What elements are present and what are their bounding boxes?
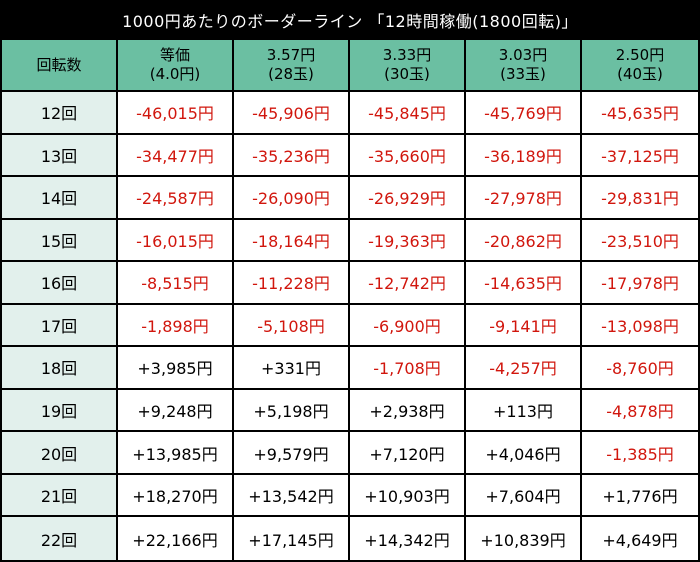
table-cell-value: -12,742円 — [350, 262, 466, 305]
table-cell-value: -1,898円 — [118, 304, 234, 348]
table-cell-value: +9,248円 — [118, 389, 234, 433]
table-cell-value: +7,120円 — [350, 432, 466, 475]
row-rotation-label: 15回 — [2, 219, 118, 263]
border-line-table: 回転数 等価 (4.0円) 3.57円 (28玉) 3.33円 (30玉) 3.03円 (33玉… — [2, 40, 698, 560]
header-rate-balls: (40玉) — [617, 65, 663, 83]
table-cell-value: +4,649円 — [582, 517, 698, 560]
table-cell-value: +18,270円 — [118, 474, 234, 518]
table-cell-value: -45,769円 — [466, 92, 582, 135]
header-rate-label: 3.03円 — [498, 46, 548, 64]
table-cell-value: -1,708円 — [350, 347, 466, 390]
header-rate-column: 3.57円 (28玉) — [234, 40, 350, 92]
header-rate-column: 3.03円 (33玉) — [466, 40, 582, 92]
table-cell-value: -16,015円 — [118, 219, 234, 263]
table-cell-value: -6,900円 — [350, 304, 466, 348]
table-cell-value: +22,166円 — [118, 517, 234, 560]
row-rotation-label: 18回 — [2, 347, 118, 390]
table-cell-value: -4,257円 — [466, 347, 582, 390]
header-rate-column: 等価 (4.0円) — [118, 40, 234, 92]
row-rotation-label: 21回 — [2, 474, 118, 518]
table-cell-value: +2,938円 — [350, 389, 466, 433]
table-cell-value: -46,015円 — [118, 92, 234, 135]
header-rate-balls: (30玉) — [384, 65, 430, 83]
header-rate-column: 3.33円 (30玉) — [350, 40, 466, 92]
header-rate-label: 3.57円 — [266, 46, 316, 64]
header-rate-balls: (28玉) — [268, 65, 314, 83]
table-cell-value: -20,862円 — [466, 219, 582, 263]
table-cell-value: -18,164円 — [234, 219, 350, 263]
table-cell-value: -5,108円 — [234, 304, 350, 348]
table-cell-value: +9,579円 — [234, 432, 350, 475]
table-cell-value: -29,831円 — [582, 177, 698, 220]
table-cell-value: -23,510円 — [582, 219, 698, 263]
table-cell-value: -45,635円 — [582, 92, 698, 135]
row-rotation-label: 19回 — [2, 389, 118, 433]
table-cell-value: +5,198円 — [234, 389, 350, 433]
table-cell-value: +13,985円 — [118, 432, 234, 475]
table-cell-value: -19,363円 — [350, 219, 466, 263]
table-cell-value: -17,978円 — [582, 262, 698, 305]
table-cell-value: -8,515円 — [118, 262, 234, 305]
table-cell-value: -45,845円 — [350, 92, 466, 135]
table-cell-value: -27,978円 — [466, 177, 582, 220]
header-rate-balls: (33玉) — [500, 65, 546, 83]
row-rotation-label: 14回 — [2, 177, 118, 220]
header-rate-balls: (4.0円) — [149, 65, 201, 83]
table-cell-value: -1,385円 — [582, 432, 698, 475]
table-title: 1000円あたりのボーダーライン 「12時間稼働(1800回転)」 — [122, 12, 578, 31]
table-cell-value: -37,125円 — [582, 134, 698, 178]
table-cell-value: -26,090円 — [234, 177, 350, 220]
table-cell-value: -4,878円 — [582, 389, 698, 433]
table-cell-value: +10,839円 — [466, 517, 582, 560]
table-cell-value: -35,236円 — [234, 134, 350, 178]
header-rotation-count: 回転数 — [2, 40, 118, 92]
table-cell-value: +3,985円 — [118, 347, 234, 390]
table-cell-value: +4,046円 — [466, 432, 582, 475]
table-cell-value: +331円 — [234, 347, 350, 390]
row-rotation-label: 13回 — [2, 134, 118, 178]
table-cell-value: -45,906円 — [234, 92, 350, 135]
row-rotation-label: 17回 — [2, 304, 118, 348]
table-cell-value: -34,477円 — [118, 134, 234, 178]
table-cell-value: +1,776円 — [582, 474, 698, 518]
table-cell-value: -35,660円 — [350, 134, 466, 178]
row-rotation-label: 16回 — [2, 262, 118, 305]
row-rotation-label: 12回 — [2, 92, 118, 135]
header-rate-label: 3.33円 — [382, 46, 432, 64]
table-cell-value: +17,145円 — [234, 517, 350, 560]
table-cell-value: -13,098円 — [582, 304, 698, 348]
header-rate-label: 2.50円 — [615, 46, 665, 64]
row-rotation-label: 20回 — [2, 432, 118, 475]
table-cell-value: -26,929円 — [350, 177, 466, 220]
table-cell-value: -36,189円 — [466, 134, 582, 178]
table-cell-value: +113円 — [466, 389, 582, 433]
table-cell-value: -8,760円 — [582, 347, 698, 390]
table-cell-value: -11,228円 — [234, 262, 350, 305]
table-cell-value: +13,542円 — [234, 474, 350, 518]
row-rotation-label: 22回 — [2, 517, 118, 560]
table-cell-value: +7,604円 — [466, 474, 582, 518]
header-rate-label: 等価 — [159, 46, 190, 64]
table-cell-value: -14,635円 — [466, 262, 582, 305]
table-cell-value: +14,342円 — [350, 517, 466, 560]
header-rate-column: 2.50円 (40玉) — [582, 40, 698, 92]
table-cell-value: -24,587円 — [118, 177, 234, 220]
table-cell-value: +10,903円 — [350, 474, 466, 518]
table-cell-value: -9,141円 — [466, 304, 582, 348]
